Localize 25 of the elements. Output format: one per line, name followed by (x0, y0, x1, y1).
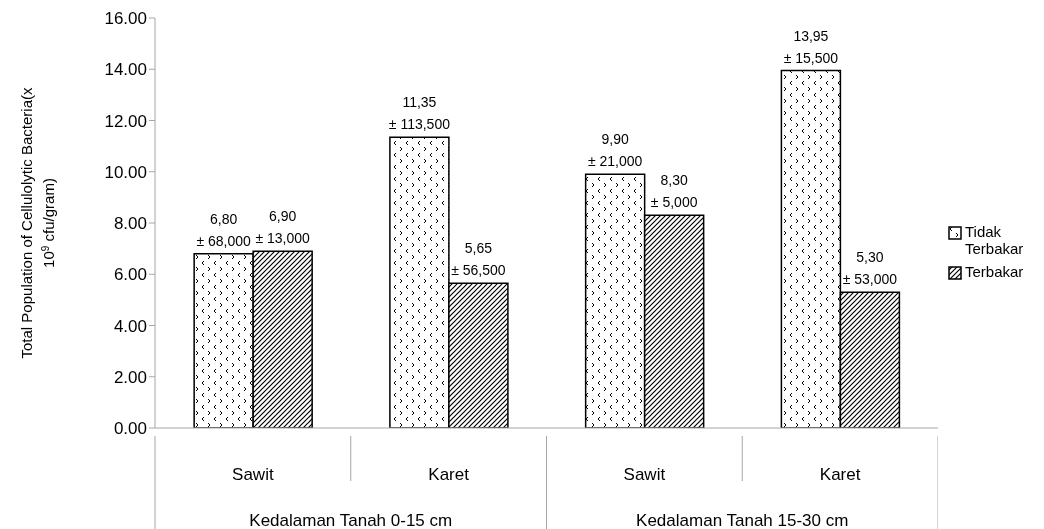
x-tick-label: Sawit (232, 465, 274, 484)
text: Kedalaman Tanah 0-15 cm (249, 511, 453, 529)
x-tick-label: Sawit (623, 465, 666, 484)
y-tick-label: 14.00 (104, 60, 147, 80)
x-tick-label: Karet (819, 465, 861, 484)
x-tick-label: Karet (428, 465, 470, 484)
data-label: 11,35 ± 113,500 (388, 94, 451, 133)
y-tick-label: 16.00 (104, 9, 147, 29)
y-tick-label: 4.00 (113, 316, 147, 336)
y-tick-label: 6.00 (113, 265, 147, 285)
data-label: 9,90 ± 21,000 (587, 131, 643, 170)
y-tick-label: 8.00 (113, 214, 147, 234)
text: Kedalaman Tanah 15-30 cm (636, 511, 849, 529)
data-label: 6,90 ± 13,000 (255, 208, 311, 247)
data-label: 6,80 ± 68,000 (196, 210, 252, 249)
y-tick-label: 10.00 (104, 162, 147, 182)
y-tick-label: 2.00 (113, 367, 147, 387)
data-label: 8,30 ± 5,000 (650, 172, 698, 211)
data-label: 5,65 ± 56,500 (451, 240, 506, 279)
y-tick-label: 0.00 (113, 419, 147, 439)
text: Tidak Terbakar (965, 223, 1025, 257)
y-tick-label: 12.00 (104, 111, 147, 131)
text: Terbakar (965, 263, 1024, 280)
data-label: 13,95 ± 15,500 (783, 27, 839, 66)
data-label: 5,30 ± 53,000 (842, 249, 898, 288)
